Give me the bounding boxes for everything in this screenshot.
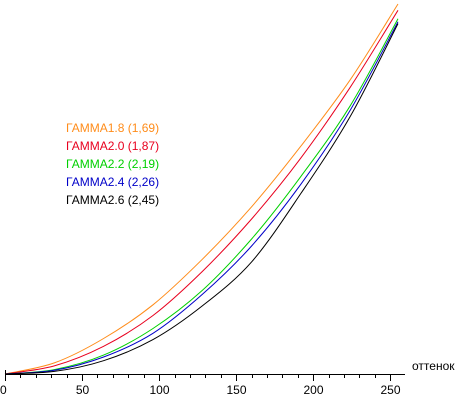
legend-label: ГАММА2.6 (2,45) <box>66 193 159 207</box>
series-line-4 <box>4 21 399 375</box>
legend-label: ГАММА1.8 (1,69) <box>66 121 159 135</box>
legend: ГАММА1.8 (1,69) ГАММА2.0 (1,87) ГАММА2.2 (… <box>66 121 159 207</box>
x-tick-label: 200 <box>303 383 323 397</box>
x-tick-label: 100 <box>149 383 169 397</box>
x-axis: 0 50 100 150 200 250 оттенок <box>0 359 455 397</box>
x-axis-title: оттенок <box>412 359 455 373</box>
x-tick-label: 150 <box>226 383 246 397</box>
legend-label: ГАММА2.0 (1,87) <box>66 139 159 153</box>
x-tick-label: 250 <box>380 383 400 397</box>
series-line-1 <box>4 3 399 375</box>
series-layer <box>4 3 399 375</box>
series-line-5 <box>4 23 399 375</box>
series-line-3 <box>4 18 399 375</box>
series-line-2 <box>4 10 399 375</box>
x-tick-label: 0 <box>0 383 7 397</box>
legend-label: ГАММА2.4 (2,26) <box>66 175 159 189</box>
x-major-ticks: 0 50 100 150 200 250 <box>0 374 401 397</box>
x-tick-label: 50 <box>76 383 90 397</box>
legend-label: ГАММА2.2 (2,19) <box>66 157 159 171</box>
